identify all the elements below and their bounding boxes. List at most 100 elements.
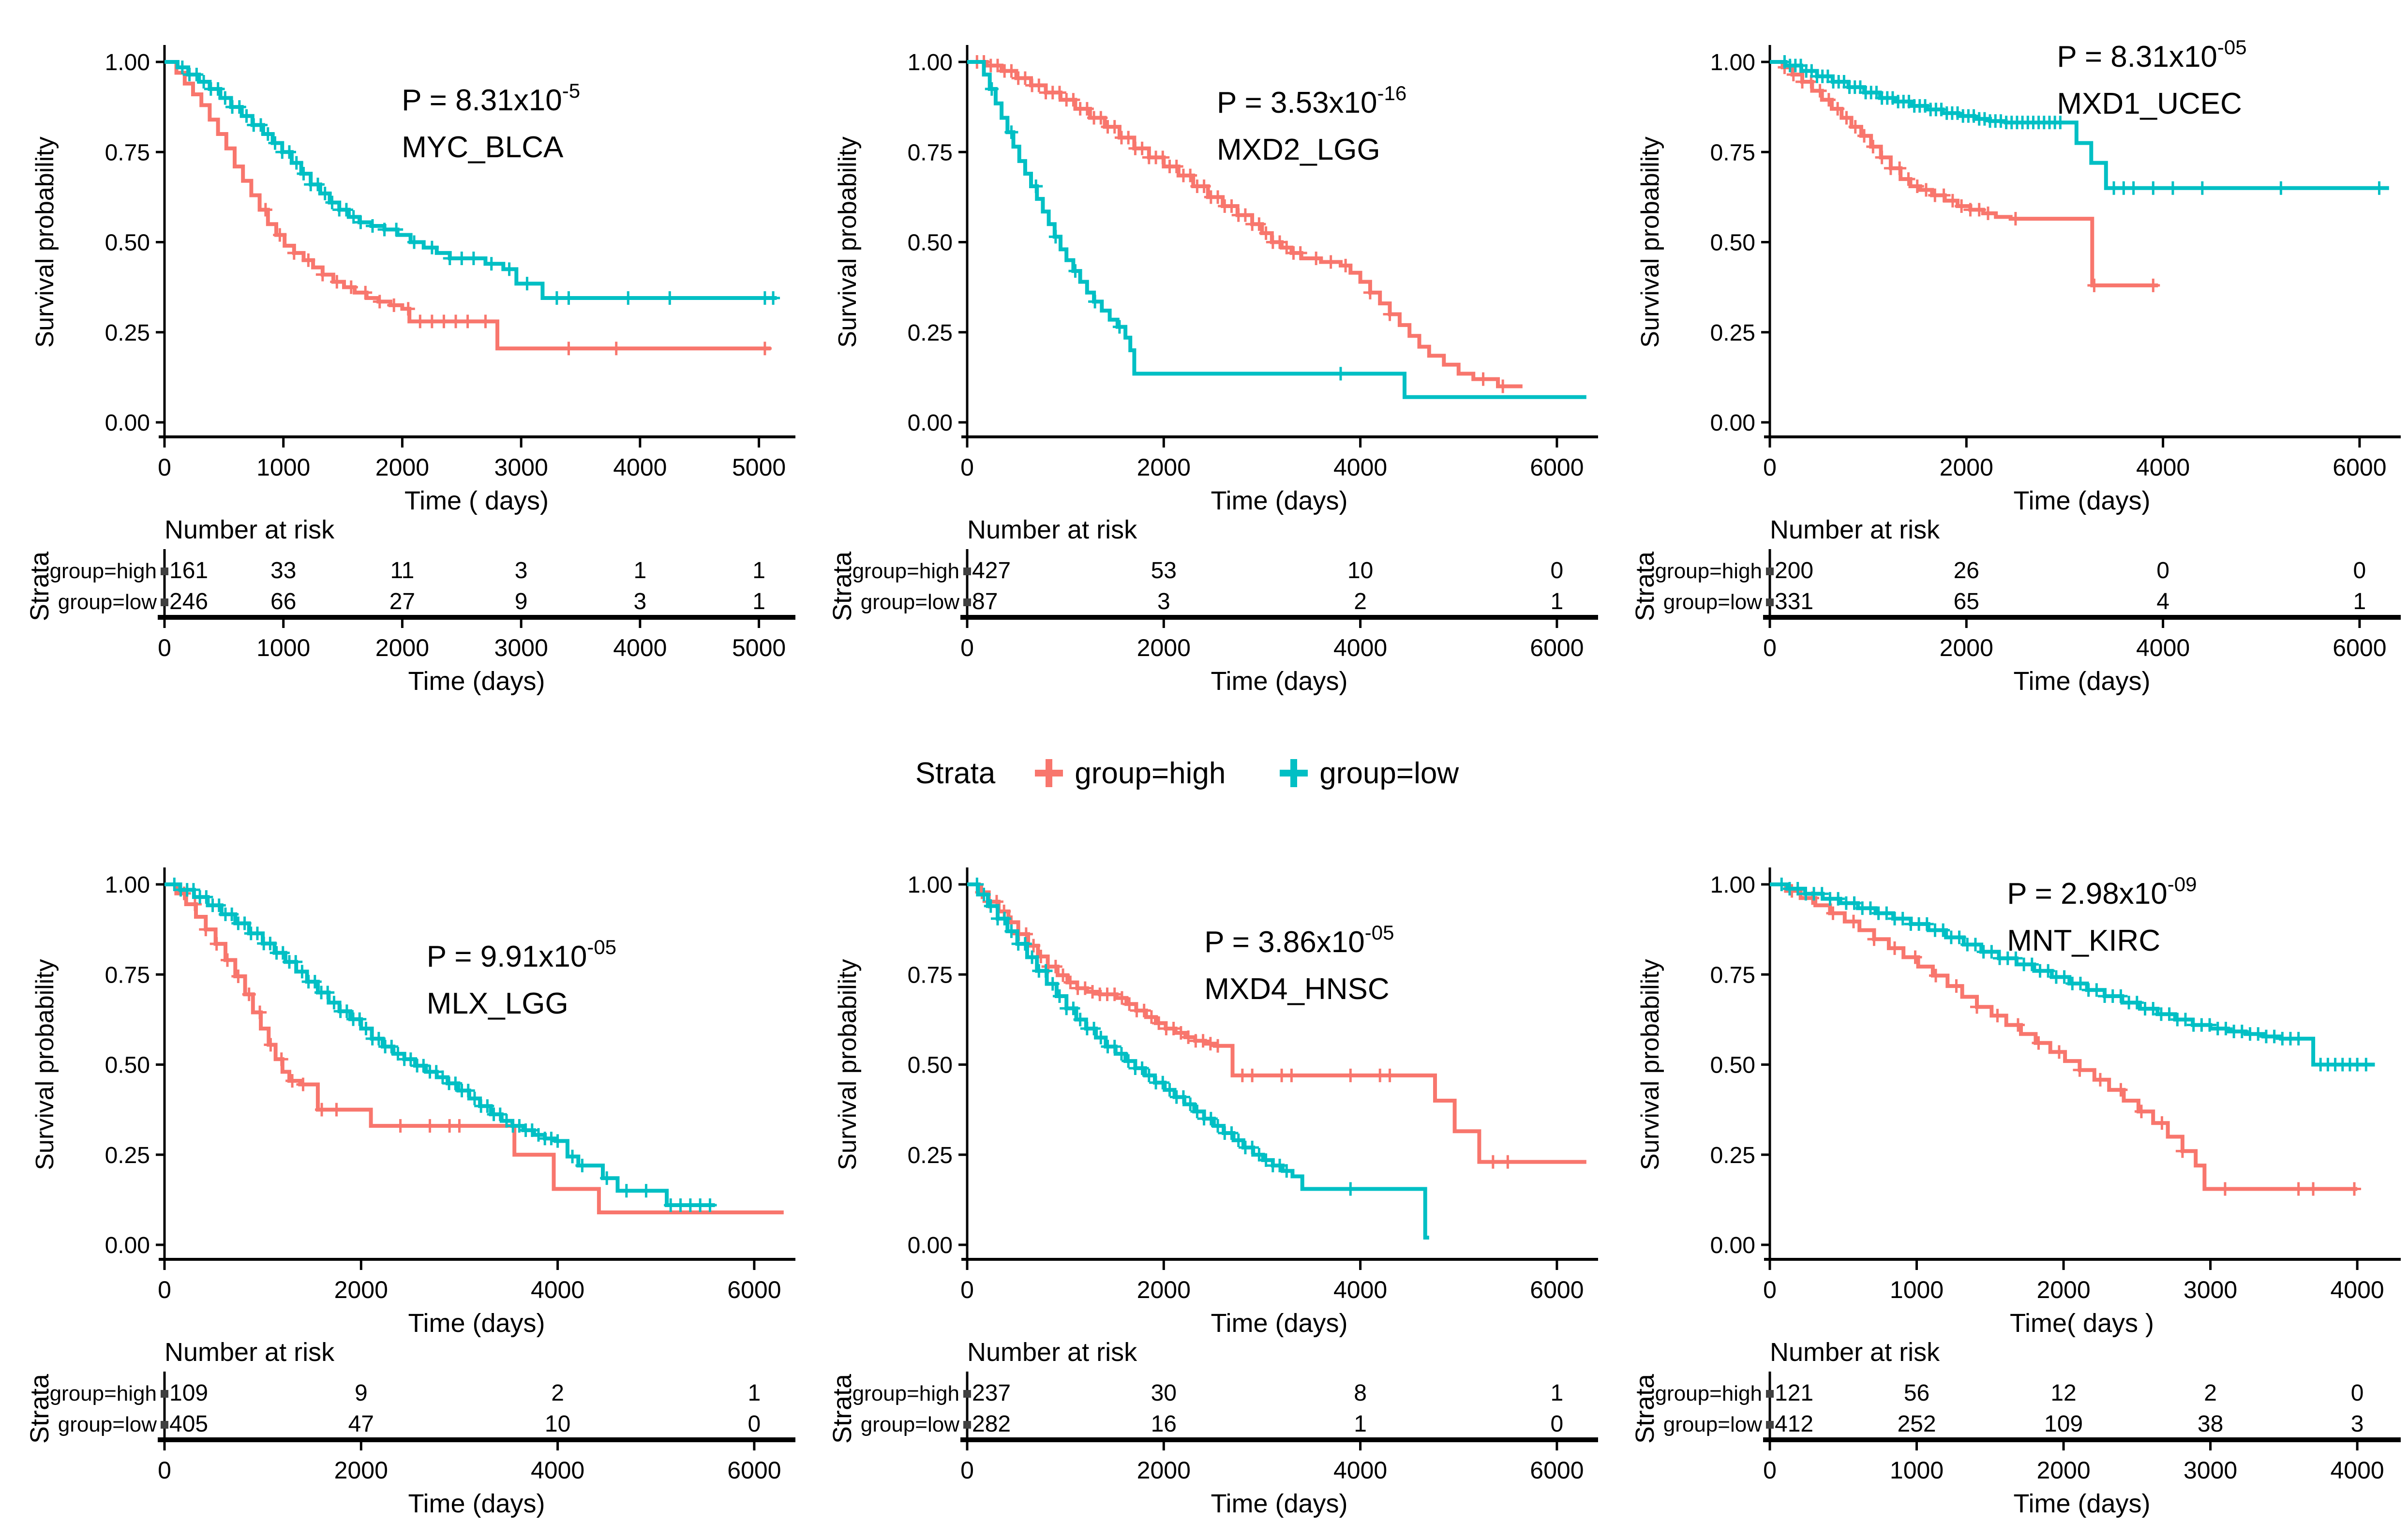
risk-row-tick <box>1766 598 1774 606</box>
risk-x-tick-label: 0 <box>1763 634 1777 661</box>
risk-strata-axis-label: Strata <box>1630 551 1660 621</box>
risk-x-tick-label: 4000 <box>1333 1457 1387 1484</box>
y-tick-label: 0.00 <box>105 1233 150 1258</box>
x-tick-label: 2000 <box>2036 1276 2090 1303</box>
risk-count-high: 0 <box>1551 558 1564 583</box>
risk-count-low: 87 <box>972 589 998 614</box>
y-axis-label: Survival probability <box>1636 136 1664 347</box>
censor-marks-high <box>970 55 1510 393</box>
risk-count-low: 66 <box>270 589 296 614</box>
x-tick-label: 4000 <box>1333 454 1387 481</box>
risk-x-tick-label: 6000 <box>727 1457 781 1484</box>
risk-count-low: 65 <box>1954 589 1979 614</box>
risk-count-low: 0 <box>1551 1411 1564 1437</box>
risk-table-header: Number at risk <box>1770 515 1940 544</box>
risk-count-low: 38 <box>2198 1411 2223 1437</box>
legend: Strata group=high group=low <box>915 756 1493 791</box>
risk-x-tick-label: 0 <box>158 1457 171 1484</box>
risk-count-high: 3 <box>515 558 528 583</box>
risk-count-high: 237 <box>972 1380 1011 1406</box>
risk-count-high: 0 <box>2156 558 2169 583</box>
y-tick-label: 0.50 <box>908 1053 953 1078</box>
risk-x-tick-label: 4000 <box>531 1457 584 1484</box>
risk-x-tick-label: 4000 <box>2331 1457 2384 1484</box>
risk-row-tick <box>963 598 971 606</box>
x-tick-label: 4000 <box>2136 454 2190 481</box>
risk-count-low: 109 <box>2044 1411 2083 1437</box>
legend-item-low: group=low <box>1277 756 1459 791</box>
legend-item-high: group=high <box>1032 756 1226 791</box>
risk-x-tick-label: 2000 <box>1940 634 1993 661</box>
km-panel-mnt-kirc: 1.00 0.75 0.50 0.25 0.00 Survival probability… <box>1605 836 2408 1533</box>
risk-x-tick-label: 0 <box>960 1457 974 1484</box>
panel-row-bottom: 1.00 0.75 0.50 0.25 0.00 Survival probability… <box>0 836 2408 1533</box>
risk-row-tick <box>963 567 971 575</box>
y-tick-label: 0.25 <box>105 320 150 346</box>
y-axis-label: Survival probability <box>834 959 862 1170</box>
km-panel-svg: 1.00 0.75 0.50 0.25 0.00 Survival probability… <box>25 45 795 696</box>
risk-count-low: 3 <box>2351 1411 2364 1437</box>
risk-count-low: 412 <box>1775 1411 1813 1437</box>
risk-table-header: Number at risk <box>165 515 335 544</box>
risk-row-tick <box>161 567 168 575</box>
y-tick-label: 1.00 <box>1710 50 1755 75</box>
risk-x-tick-label: 0 <box>960 634 974 661</box>
risk-row-label-high: group=high <box>853 1382 959 1405</box>
risk-count-high: 26 <box>1954 558 1979 583</box>
risk-x-axis-label: Time (days) <box>408 667 545 696</box>
risk-count-high: 0 <box>2351 1380 2364 1406</box>
risk-count-high: 2 <box>551 1380 564 1406</box>
x-axis-label: Time (days) <box>408 1309 545 1338</box>
risk-count-low: 3 <box>1157 589 1170 614</box>
risk-x-tick-label: 3000 <box>2184 1457 2237 1484</box>
y-tick-label: 1.00 <box>1710 872 1755 898</box>
risk-count-high: 10 <box>1347 558 1373 583</box>
legend-row: Strata group=high group=low <box>0 710 2408 836</box>
y-tick-label: 0.75 <box>908 962 953 988</box>
risk-row-label-high: group=high <box>1655 559 1762 583</box>
risk-count-high: 12 <box>2050 1380 2076 1406</box>
risk-x-axis-label: Time (days) <box>2013 667 2150 696</box>
km-panel-svg: 1.00 0.75 0.50 0.25 0.00 Survival probability… <box>1630 36 2401 696</box>
risk-count-low: 0 <box>748 1411 761 1437</box>
risk-count-high: 1 <box>634 558 647 583</box>
x-tick-label: 0 <box>158 1276 171 1303</box>
risk-row-label-high: group=high <box>50 1382 157 1405</box>
y-tick-label: 1.00 <box>908 50 953 75</box>
risk-row-label-low: group=low <box>861 1413 959 1436</box>
y-tick-label: 1.00 <box>105 872 150 898</box>
risk-count-high: 200 <box>1775 558 1813 583</box>
y-tick-label: 0.25 <box>105 1143 150 1168</box>
y-axis-label: Survival probability <box>834 136 862 347</box>
risk-x-tick-label: 6000 <box>2333 634 2386 661</box>
risk-count-low: 252 <box>1897 1411 1936 1437</box>
x-axis-label: Time( days ) <box>2010 1309 2154 1338</box>
legend-item-label-low: group=low <box>1319 756 1459 790</box>
x-tick-label: 3000 <box>494 454 548 481</box>
y-tick-label: 0.00 <box>105 410 150 436</box>
risk-strata-axis-label: Strata <box>1630 1374 1660 1444</box>
plus-icon-low <box>1280 759 1308 787</box>
p-value-label: P = 2.98x10-09 <box>2007 873 2197 911</box>
p-value-label: P = 8.31x10-05 <box>2057 36 2246 74</box>
risk-count-high: 1 <box>748 1380 761 1406</box>
risk-row-tick <box>963 1390 971 1398</box>
risk-x-tick-label: 6000 <box>1530 1457 1584 1484</box>
risk-count-low: 246 <box>169 589 208 614</box>
risk-table-header: Number at risk <box>165 1338 335 1367</box>
risk-x-axis-label: Time (days) <box>408 1489 545 1518</box>
x-axis-label: Time ( days) <box>404 486 549 515</box>
x-tick-label: 0 <box>1763 1276 1777 1303</box>
gene-label: MYC_BLCA <box>402 131 564 164</box>
p-value-label: P = 3.53x10-16 <box>1217 82 1406 119</box>
risk-count-low: 331 <box>1775 589 1813 614</box>
y-tick-label: 1.00 <box>908 872 953 898</box>
x-tick-label: 2000 <box>1137 1276 1191 1303</box>
y-tick-label: 0.25 <box>1710 1143 1755 1168</box>
risk-row-label-low: group=low <box>861 590 959 614</box>
censor-marks-low <box>175 60 780 305</box>
risk-x-tick-label: 1000 <box>256 634 310 661</box>
km-panel-mxd4-hnsc: 1.00 0.75 0.50 0.25 0.00 Survival probability… <box>803 836 1605 1533</box>
plus-icon-high <box>1035 759 1063 787</box>
